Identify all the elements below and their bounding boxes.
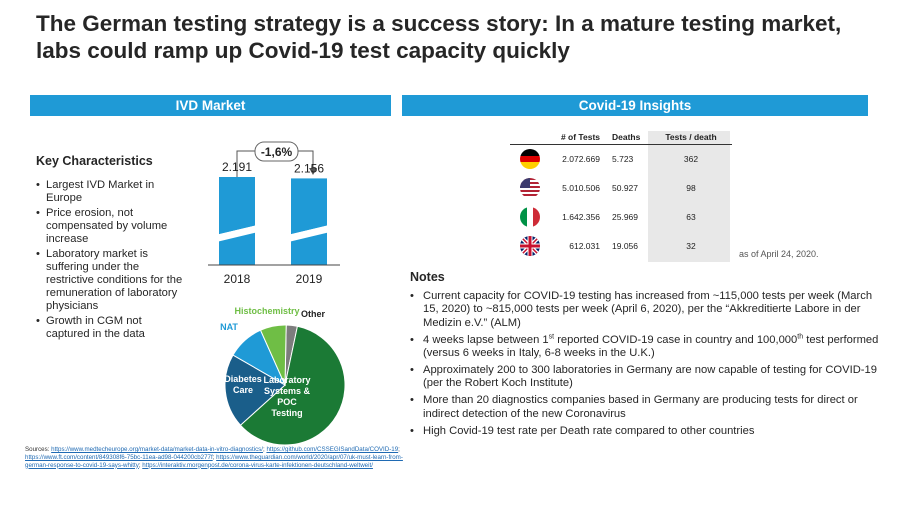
slice-label-other: Other — [301, 309, 326, 319]
list-item: Growth in CGM not captured in the data — [36, 315, 186, 341]
slice-histochemistry — [259, 324, 287, 386]
ratio-value: 362 — [683, 153, 699, 164]
slice-label-lab: Laboratory Systems & POC Testing — [263, 375, 310, 418]
table-header-row: # of Tests Deaths Tests / death — [510, 130, 732, 145]
slice-lab — [239, 325, 346, 446]
tests-value: 1.642.356 — [562, 211, 600, 222]
tests-value: 2.072.669 — [562, 153, 600, 164]
bar-2019 — [291, 178, 327, 265]
source-link[interactable]: https://www.medtecheurope.org/market-dat… — [51, 446, 263, 453]
ivd-segment-pie-chart: Laboratory Systems & POC Testing Diabetes Ca… — [220, 306, 346, 446]
uk-flag-icon — [520, 235, 540, 256]
category-label-2019: 2019 — [296, 272, 323, 286]
change-label: -1,6% — [261, 145, 293, 159]
list-item: Laboratory market is suffering under the… — [36, 248, 186, 313]
slice-label-nat: NAT — [220, 322, 238, 332]
header-tests: # of Tests — [550, 130, 606, 145]
change-bracket-left — [236, 150, 255, 177]
key-characteristics-title: Key Characteristics — [36, 154, 153, 168]
deaths-value: 50.927 — [612, 182, 638, 193]
header-deaths: Deaths — [606, 130, 650, 145]
usa-flag-icon — [520, 177, 540, 198]
covid-tests-table: # of Tests Deaths Tests / death 2.072.66… — [510, 130, 732, 260]
ratio-value: 63 — [686, 211, 696, 222]
covid-insights-banner: Covid-19 Insights — [402, 95, 868, 116]
ratio-column-highlight — [648, 131, 730, 262]
tests-value: 612.031 — [569, 240, 600, 251]
list-item: 4 weeks lapse between 1st reported COVID… — [410, 333, 880, 361]
table-row: 1.642.356 25.969 63 — [510, 202, 732, 231]
source-link[interactable]: https://interaktiv.morgenpost.de/corona-… — [142, 461, 373, 469]
key-characteristics-list: Largest IVD Market in Europe Price erosi… — [36, 179, 186, 343]
list-item: Largest IVD Market in Europe — [36, 179, 186, 205]
list-item: Approximately 200 to 300 laboratories in… — [410, 364, 880, 391]
slice-label-histochemistry: Histochemistry — [234, 306, 299, 316]
ivd-market-banner: IVD Market — [30, 95, 391, 116]
ratio-value: 32 — [686, 240, 696, 251]
sources-label: Sources: — [25, 446, 52, 453]
italy-flag-icon — [520, 206, 540, 227]
change-arrow-icon — [309, 168, 317, 175]
category-label-2018: 2018 — [224, 272, 251, 286]
pie-slices — [224, 324, 346, 446]
sources-footnote: Sources: https://www.medtecheurope.org/m… — [25, 446, 403, 469]
table-row: 5.010.506 50.927 98 — [510, 173, 732, 202]
list-item: Price erosion, not compensated by volume… — [36, 207, 186, 246]
deaths-value: 5.723 — [612, 153, 634, 164]
page-title: The German testing strategy is a success… — [36, 11, 842, 63]
table-row: 612.031 19.056 32 — [510, 231, 732, 260]
change-badge — [254, 141, 299, 162]
header-ratio: Tests / death — [650, 130, 732, 145]
ivd-market-bar-chart: -1,6% 2.191 2.156 2018 2019 — [208, 141, 340, 286]
value-label-2019: 2.156 — [294, 161, 324, 175]
source-link[interactable]: https://github.com/CSSEGISandData/COVID-… — [266, 446, 399, 453]
notes-list: Current capacity for COVID-19 testing ha… — [410, 290, 880, 442]
source-link[interactable]: https://www.theguardian.com/world/2020/a… — [25, 453, 403, 469]
slice-label-diabetes: Diabetes Care — [224, 374, 262, 395]
germany-flag-icon — [520, 148, 540, 169]
list-item: More than 20 diagnostics companies based… — [410, 394, 880, 421]
list-item: High Covid-19 test rate per Death rate c… — [410, 425, 880, 439]
notes-title: Notes — [410, 270, 445, 284]
list-item: Current capacity for COVID-19 testing ha… — [410, 290, 880, 330]
axis-break-2019 — [285, 224, 333, 243]
change-bracket-right — [298, 150, 314, 170]
as-of-date: as of April 24, 2020. — [739, 249, 819, 259]
bar-2018 — [219, 177, 255, 265]
axis-break-2018 — [213, 224, 261, 243]
ratio-value: 98 — [686, 182, 696, 193]
deaths-value: 19.056 — [612, 240, 638, 251]
table-row: 2.072.669 5.723 362 — [510, 144, 732, 173]
slice-diabetes — [224, 354, 286, 426]
tests-value: 5.010.506 — [562, 182, 600, 193]
source-link[interactable]: https://www.ft.com/content/849308f6-75bc… — [25, 453, 213, 461]
value-label-2018: 2.191 — [222, 160, 252, 174]
deaths-value: 25.969 — [612, 211, 638, 222]
